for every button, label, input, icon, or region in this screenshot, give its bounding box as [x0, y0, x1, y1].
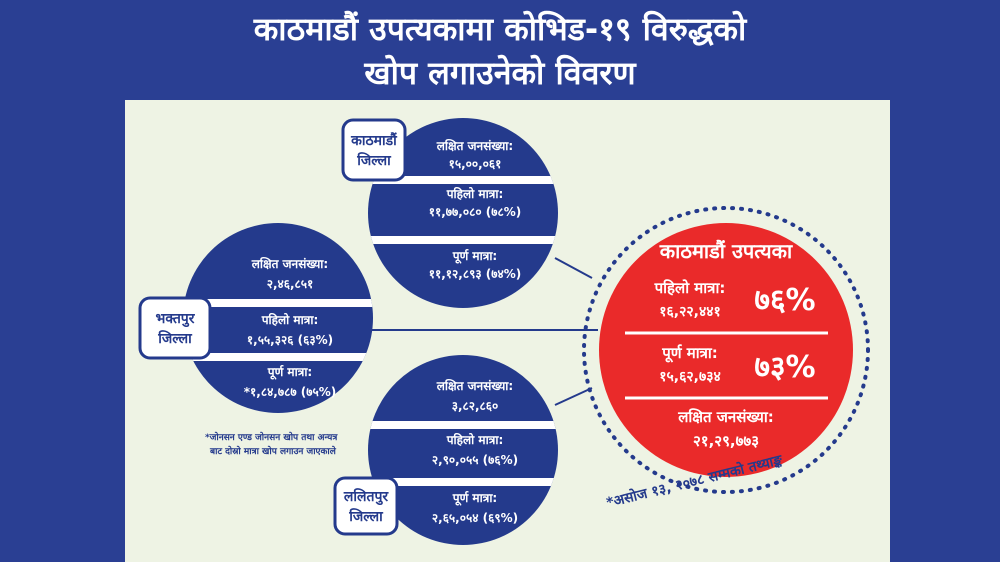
bands	[368, 176, 558, 244]
title: खोप लगाउनेको विवरण	[363, 54, 637, 92]
row-value: २,९०,०५५ (७६%)	[432, 453, 518, 467]
bands	[368, 421, 558, 486]
district-name: जिल्ला	[157, 330, 193, 347]
row-value: ३,८२,८६०	[452, 399, 499, 413]
label: पहिलो मात्रा:	[654, 279, 726, 297]
band	[368, 478, 558, 486]
row-label: लक्षित जनसंख्या:	[436, 139, 513, 153]
band	[183, 299, 373, 307]
dotted-ring	[582, 206, 870, 494]
label: लक्षित जनसंख्या:	[677, 408, 774, 426]
value: १६,२२,४४१	[659, 304, 721, 320]
row-value: २,४६,८५१	[267, 277, 314, 291]
row-label: लक्षित जनसंख्या:	[251, 257, 328, 271]
row-value: ११,१२,८९३ (७४%)	[429, 267, 521, 281]
district-label-box	[341, 118, 407, 182]
title: काठमाडौं उपत्यकामा कोभिड-१९ विरुद्धको	[253, 10, 748, 48]
row-label: पूर्ण मात्रा:	[452, 249, 498, 264]
row-label: पहिलो मात्रा:	[261, 313, 319, 327]
bands	[183, 299, 373, 361]
district-label-box	[138, 296, 212, 360]
connectors	[372, 257, 598, 406]
band	[368, 176, 558, 184]
district-name: जिल्ला	[356, 152, 392, 169]
valley-circle	[599, 223, 853, 477]
district-name: जिल्ला	[348, 508, 384, 525]
note: *जोनसन एण्ड जोनसन खोप तथा अन्यत्र	[205, 431, 338, 443]
percent: ७३%	[754, 350, 815, 385]
row-value: २,६५,०५४ (६९%)	[432, 511, 518, 525]
value: २१,२९,७७३	[693, 432, 759, 450]
district-name: भक्तपुर	[155, 311, 195, 328]
row-label: पूर्ण मात्रा:	[267, 365, 313, 380]
row-value: १५,००,०६१	[449, 157, 502, 171]
row-value: ११,७७,०८० (७८%)	[429, 205, 521, 219]
row-label: पहिलो मात्रा:	[446, 187, 504, 201]
row-value: १,५५,३२६ (६३%)	[247, 333, 333, 347]
district-circle	[368, 355, 558, 545]
district-circle	[183, 223, 373, 413]
districts: लक्षित जनसंख्या: १५,००,०६१ पहिलो मात्रा: ११…	[138, 118, 558, 545]
district-name: काठमाडौं	[350, 132, 398, 149]
band	[183, 353, 373, 361]
band	[368, 236, 558, 244]
percent: ७६%	[754, 283, 815, 318]
district-name: ललितपुर	[343, 488, 390, 506]
row-value: *१,८४,७८७ (७५%)	[244, 385, 336, 399]
band	[368, 421, 558, 429]
row-label: पहिलो मात्रा:	[446, 433, 504, 447]
label: पूर्ण मात्रा:	[661, 344, 718, 363]
row-label: लक्षित जनसंख्या:	[436, 379, 513, 393]
valley-title: काठमाडौं उपत्यका	[659, 239, 793, 263]
row-label: पूर्ण मात्रा:	[452, 491, 498, 506]
note: बाट दोस्रो मात्रा खोप लगाउन जाएकाले	[209, 445, 337, 457]
district-label-box	[333, 476, 399, 536]
district-circle	[368, 118, 558, 308]
value: १५,६२,७३४	[659, 369, 721, 385]
